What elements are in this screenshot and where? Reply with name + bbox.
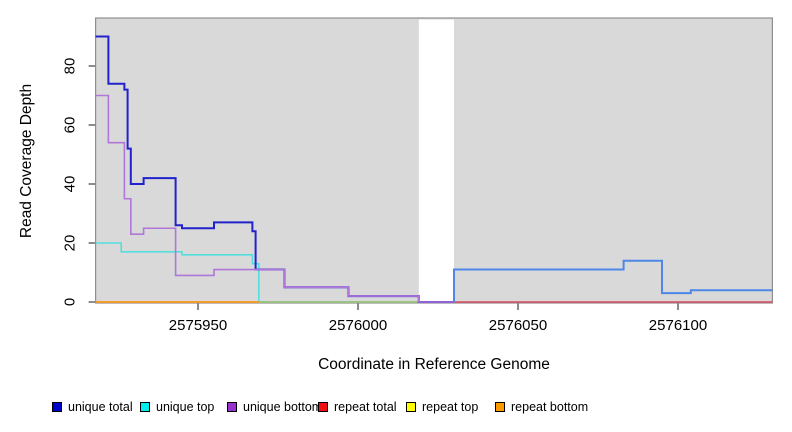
- legend-item-unique-top: unique top: [140, 400, 214, 414]
- coverage-gap-region: [418, 19, 454, 303]
- x-tick-label: 2576050: [488, 317, 548, 334]
- series-unique-bottom: [95, 94, 454, 303]
- series-unique-top: [95, 242, 260, 302]
- legend-item-repeat-bottom: repeat bottom: [495, 400, 588, 414]
- legend-item-repeat-top: repeat top: [406, 400, 478, 414]
- legend-item-repeat-total: repeat total: [318, 400, 397, 414]
- legend-item-unique-total: unique total: [52, 400, 133, 414]
- x-tick-label: 2576100: [648, 317, 708, 334]
- legend-swatch-icon: [52, 402, 62, 412]
- legend-swatch-icon: [495, 402, 505, 412]
- series-unique-total-right-of-gap-: [453, 259, 773, 302]
- legend-label: repeat total: [334, 400, 397, 414]
- x-axis-title: Coordinate in Reference Genome: [318, 356, 550, 373]
- legend-swatch-icon: [406, 402, 416, 412]
- legend-label: repeat top: [422, 400, 479, 414]
- legend-swatch-icon: [318, 402, 328, 412]
- legend-label: unique total: [68, 400, 133, 414]
- coverage-plot-canvas: [88, 17, 773, 310]
- legend-swatch-icon: [140, 402, 150, 412]
- x-tick-label: 2575950: [168, 317, 228, 334]
- x-tick-label: 2576000: [328, 317, 388, 334]
- legend-item-unique-bottom: unique bottom: [227, 400, 322, 414]
- legend-label: repeat bottom: [511, 400, 589, 414]
- legend-label: unique bottom: [243, 400, 323, 414]
- legend-label: unique top: [156, 400, 215, 414]
- legend-swatch-icon: [227, 402, 237, 412]
